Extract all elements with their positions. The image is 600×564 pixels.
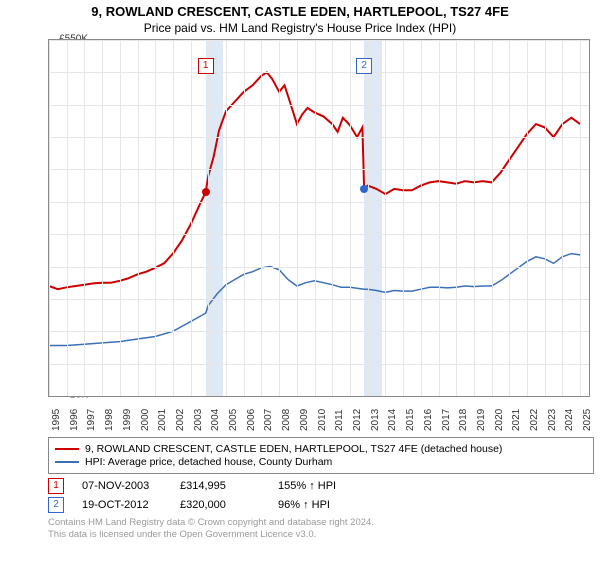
- x-tick-label: 2014: [387, 409, 398, 431]
- event-date: 19-OCT-2012: [82, 499, 162, 511]
- plot: 12: [48, 39, 590, 397]
- x-tick-label: 2008: [281, 409, 292, 431]
- plot-area: £0K£50K£100K£150K£200K£250K£300K£350K£40…: [48, 39, 594, 397]
- legend-item: 9, ROWLAND CRESCENT, CASTLE EDEN, HARTLE…: [55, 443, 587, 455]
- legend-swatch: [55, 461, 79, 463]
- legend-label: 9, ROWLAND CRESCENT, CASTLE EDEN, HARTLE…: [85, 443, 502, 455]
- event-dot: [202, 188, 210, 196]
- x-tick-label: 2018: [458, 409, 469, 431]
- x-tick-label: 2023: [547, 409, 558, 431]
- x-tick-label: 1996: [69, 409, 80, 431]
- x-tick-label: 1997: [86, 409, 97, 431]
- x-tick-label: 2006: [246, 409, 257, 431]
- event-row: 1 07-NOV-2003 £314,995 155% ↑ HPI: [48, 478, 600, 494]
- x-tick-label: 2007: [263, 409, 274, 431]
- legend-swatch: [55, 448, 79, 450]
- page-subtitle: Price paid vs. HM Land Registry's House …: [0, 21, 600, 35]
- x-tick-label: 2025: [582, 409, 593, 431]
- line-series: [49, 40, 589, 396]
- event-badge: 1: [48, 478, 64, 494]
- legend: 9, ROWLAND CRESCENT, CASTLE EDEN, HARTLE…: [48, 437, 594, 474]
- x-tick-label: 1999: [122, 409, 133, 431]
- event-badge: 2: [48, 497, 64, 513]
- legend-label: HPI: Average price, detached house, Coun…: [85, 456, 332, 468]
- event-marker: 2: [356, 58, 372, 74]
- x-tick-label: 2003: [193, 409, 204, 431]
- page-title: 9, ROWLAND CRESCENT, CASTLE EDEN, HARTLE…: [0, 4, 600, 19]
- x-tick-label: 2000: [140, 409, 151, 431]
- x-tick-label: 2019: [476, 409, 487, 431]
- x-tick-label: 2001: [157, 409, 168, 431]
- x-tick-label: 2013: [370, 409, 381, 431]
- legend-item: HPI: Average price, detached house, Coun…: [55, 456, 587, 468]
- x-tick-label: 2017: [441, 409, 452, 431]
- footer-line-1: Contains HM Land Registry data © Crown c…: [48, 517, 600, 529]
- x-tick-label: 2005: [228, 409, 239, 431]
- event-row: 2 19-OCT-2012 £320,000 96% ↑ HPI: [48, 497, 600, 513]
- event-price: £314,995: [180, 480, 260, 492]
- event-price: £320,000: [180, 499, 260, 511]
- chart-container: 9, ROWLAND CRESCENT, CASTLE EDEN, HARTLE…: [0, 4, 600, 564]
- x-tick-label: 2010: [317, 409, 328, 431]
- x-tick-label: 2004: [210, 409, 221, 431]
- x-tick-label: 2020: [494, 409, 505, 431]
- event-marker: 1: [198, 58, 214, 74]
- x-axis: 1995 1996 1997 1998 1999 2000 2001 2002 2003 2004…: [48, 397, 588, 431]
- x-tick-label: 2012: [352, 409, 363, 431]
- x-tick-label: 1998: [104, 409, 115, 431]
- event-pct: 155% ↑ HPI: [278, 480, 358, 492]
- event-pct: 96% ↑ HPI: [278, 499, 358, 511]
- x-tick-label: 2002: [175, 409, 186, 431]
- x-tick-label: 2016: [423, 409, 434, 431]
- x-tick-label: 1995: [51, 409, 62, 431]
- x-tick-label: 2022: [529, 409, 540, 431]
- event-dot: [360, 185, 368, 193]
- event-date: 07-NOV-2003: [82, 480, 162, 492]
- x-tick-label: 2021: [511, 409, 522, 431]
- events-table: 1 07-NOV-2003 £314,995 155% ↑ HPI 2 19-OCT-20…: [48, 478, 600, 513]
- footer-line-2: This data is licensed under the Open Gov…: [48, 529, 600, 541]
- x-tick-label: 2011: [334, 409, 345, 431]
- x-tick-label: 2009: [299, 409, 310, 431]
- x-tick-label: 2024: [564, 409, 575, 431]
- x-tick-label: 2015: [405, 409, 416, 431]
- footer: Contains HM Land Registry data © Crown c…: [48, 517, 600, 541]
